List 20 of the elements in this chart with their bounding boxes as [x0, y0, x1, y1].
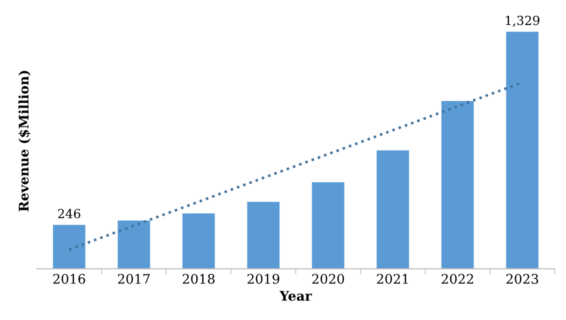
- x-tick-label: 2022: [442, 274, 474, 284]
- data-label: 246: [58, 208, 80, 218]
- bar: [247, 202, 280, 269]
- bar: [52, 224, 86, 269]
- x-axis-title: Year: [280, 291, 312, 301]
- x-tick-label: 2023: [506, 274, 538, 284]
- y-axis-title: Revenue ($Million): [18, 70, 31, 212]
- x-tick-label: 2021: [376, 274, 408, 284]
- x-tick-label: 2016: [53, 274, 86, 284]
- x-tick-label: 2017: [118, 274, 150, 284]
- x-tick-label: 2019: [247, 274, 280, 284]
- x-tick-label: 2020: [312, 274, 344, 284]
- bar: [506, 32, 538, 269]
- data-label: 1,329: [506, 16, 540, 27]
- bar: [376, 150, 410, 269]
- bar: [441, 100, 474, 269]
- bar: [182, 213, 215, 269]
- bar: [312, 182, 344, 269]
- x-tick-label: 2018: [182, 274, 215, 284]
- bar: [118, 220, 150, 269]
